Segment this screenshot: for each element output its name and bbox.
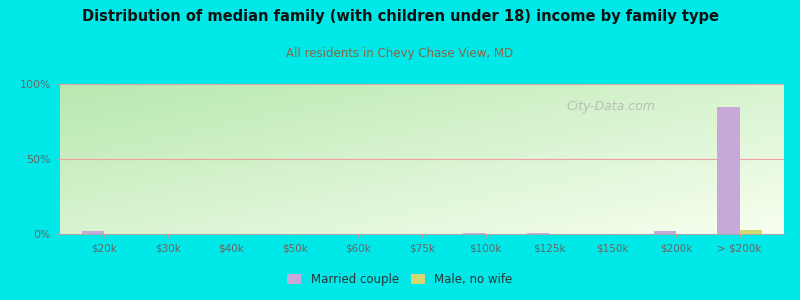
Bar [718, 106, 739, 234]
Bar [82, 231, 105, 234]
Bar [654, 231, 676, 234]
Text: City-Data.com: City-Data.com [566, 100, 656, 113]
Legend: Married couple, Male, no wife: Married couple, Male, no wife [282, 269, 518, 291]
Bar [463, 232, 486, 234]
Text: Distribution of median family (with children under 18) income by family type: Distribution of median family (with chil… [82, 9, 718, 24]
Bar [739, 230, 762, 234]
Bar [526, 233, 549, 234]
Text: All residents in Chevy Chase View, MD: All residents in Chevy Chase View, MD [286, 46, 514, 59]
